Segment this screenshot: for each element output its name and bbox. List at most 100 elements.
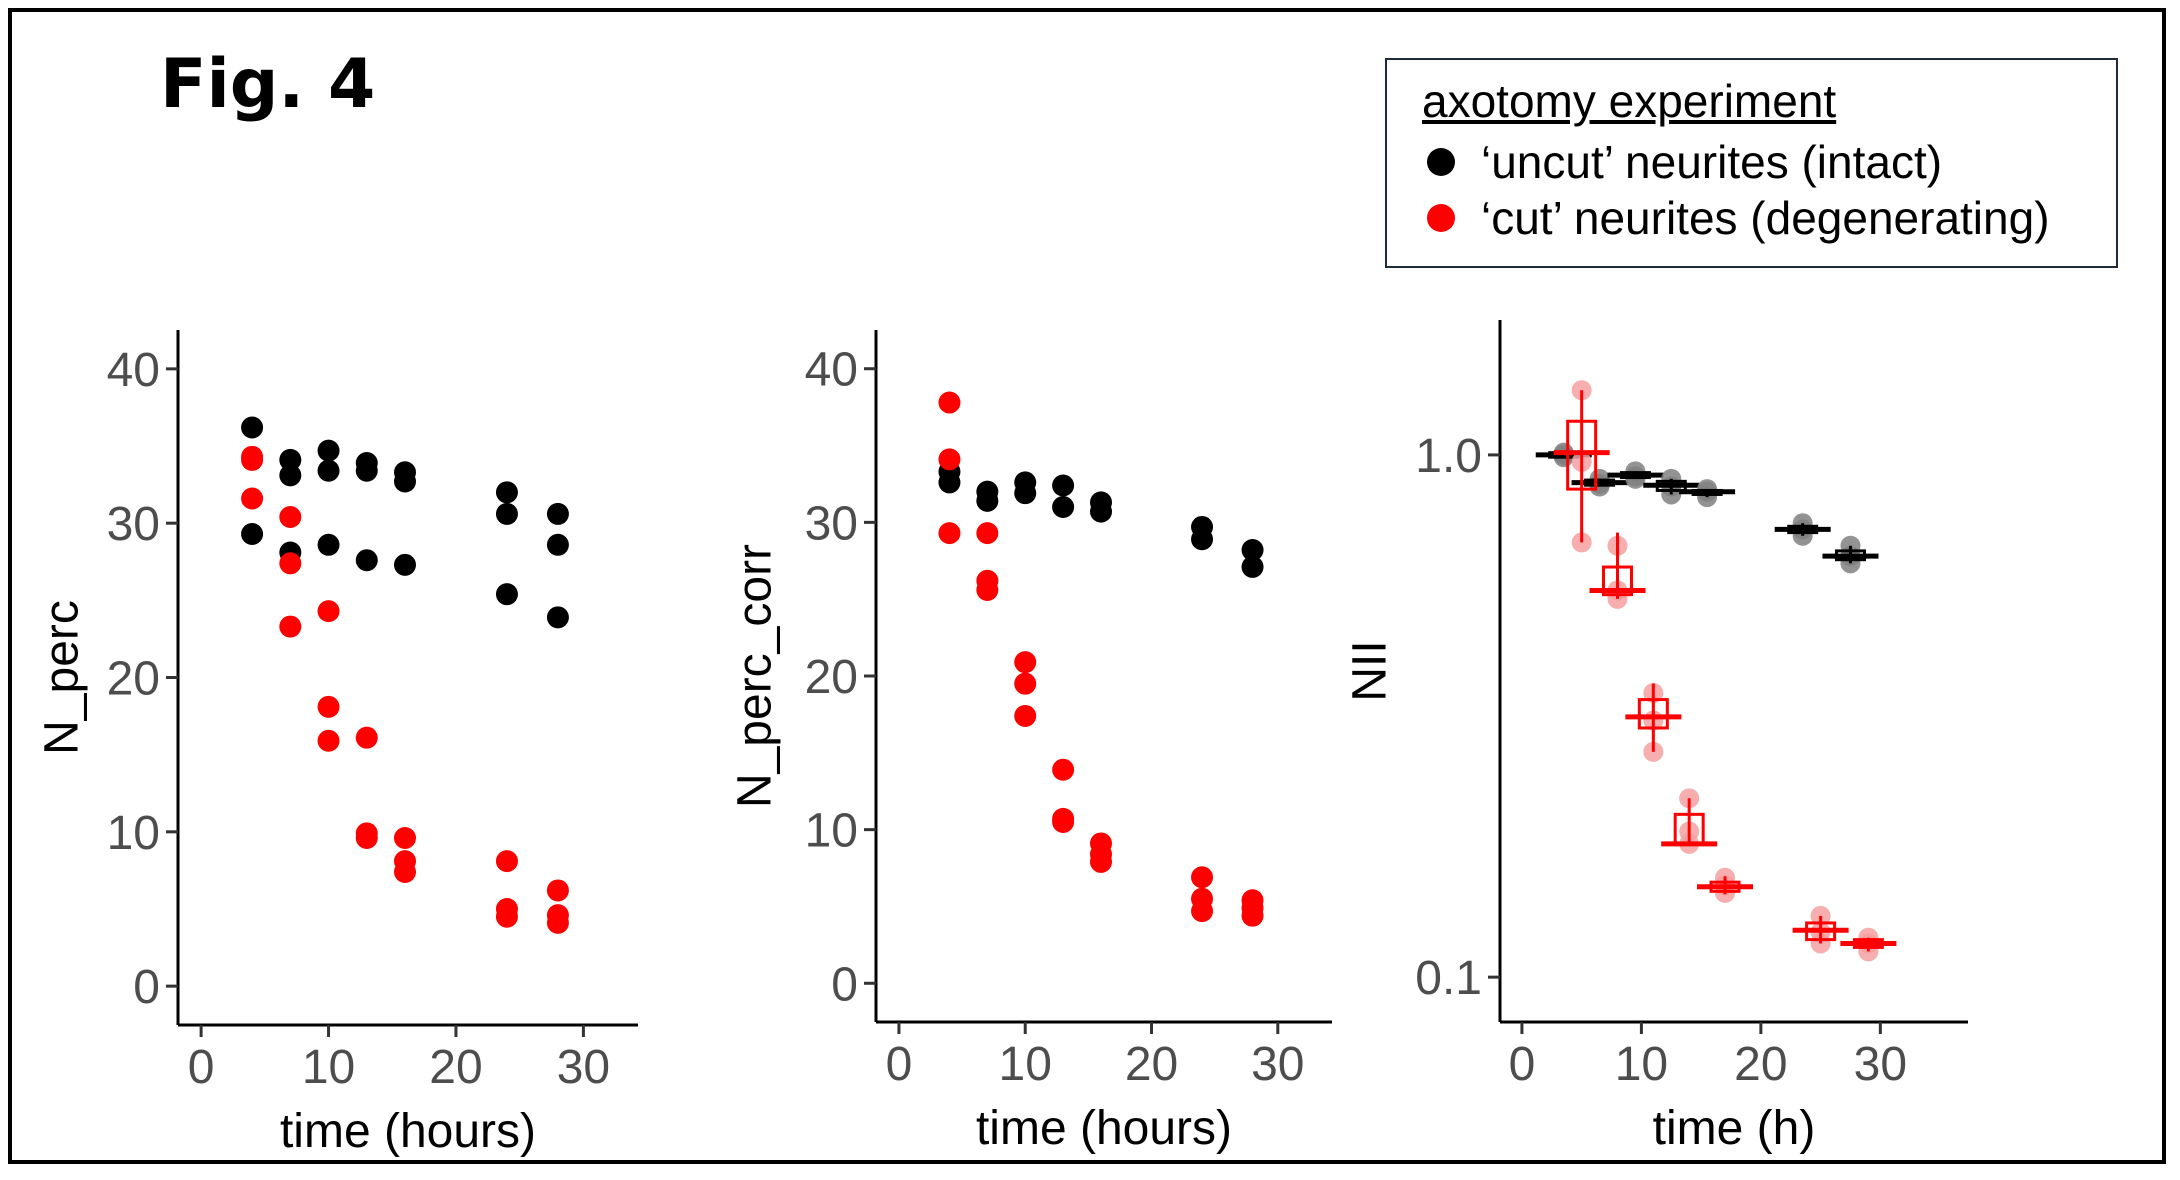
legend-label-uncut: ‘uncut’ neurites (intact) [1481,136,1943,188]
panel-3: 0 10 20 30 0.1 1.0 time (h) NII [1344,320,1968,1155]
data-point-series-1 [1090,500,1112,523]
x-axis-title: time (hours) [280,1105,536,1158]
legend-label-cut: ‘cut’ neurites (degenerating) [1481,192,2050,244]
y-tick-label: 30 [805,497,858,550]
data-point-series-1 [546,606,569,629]
data-point-series-1 [546,533,569,556]
y-axis-title: NII [1344,640,1397,701]
data-point-series-1 [355,459,378,482]
x-tick-label: 30 [557,1041,610,1094]
x-tick-label: 20 [1125,1038,1178,1091]
data-point-series-2 [279,615,302,638]
data-point-series-2 [279,506,302,529]
x-tick-label: 0 [1509,1038,1536,1091]
data-point-series-1 [317,439,340,462]
legend-item-uncut: ‘uncut’ neurites (intact) [1427,134,1942,190]
y-tick-label: 40 [805,344,858,397]
data-point-series-1 [546,502,569,525]
data-point-series-2 [1014,704,1037,727]
data-point-series-1 [1052,474,1075,497]
data-point-series-1 [317,533,340,556]
data-point-series-2 [495,905,518,928]
panel-1: 0 10 20 30 0 10 20 30 40 time (hours) N_perc [36,330,638,1158]
data-point-series-2 [1191,900,1214,923]
data-point-series-2 [1014,672,1037,695]
y-tick-label: 1.0 [1415,430,1482,483]
data-point-series-2 [1052,810,1075,833]
data-point-series-2 [938,448,961,471]
data-point-series-1 [1241,539,1264,562]
data-point-series-2 [1014,651,1037,674]
data-point-series-1 [317,459,340,482]
box [1566,419,1598,491]
y-tick-label: 10 [107,807,160,860]
data-point-series-2 [938,391,961,414]
data-point-series-1 [279,464,302,487]
data-point-series-2 [317,695,340,718]
legend-marker-uncut [1427,148,1455,176]
y-tick-label: 0.1 [1415,952,1482,1005]
data-point-series-2 [1090,850,1112,873]
data-point-series-1 [241,416,264,439]
y-tick-label: 40 [107,344,160,397]
data-point-series-1 [394,553,416,576]
data-point-series-2 [279,552,302,575]
y-axis-title: N_perc_corr [729,544,782,808]
data-point-series-2 [241,448,264,471]
data-point-series-1 [1014,482,1037,505]
y-tick-label: 0 [831,958,858,1011]
data-point-series-1 [976,489,999,512]
x-tick-label: 10 [1615,1038,1668,1091]
legend: axotomy experiment ‘uncut’ neurites (int… [1385,58,2118,268]
y-tick-label: 0 [133,961,160,1014]
x-tick-label: 20 [1734,1038,1787,1091]
x-tick-label: 10 [302,1041,355,1094]
data-point-series-2 [976,578,999,601]
x-tick-label: 0 [188,1041,215,1094]
data-point-series-2 [1191,866,1214,889]
data-point-series-2 [1241,904,1264,927]
data-point-series-1 [394,470,416,493]
data-point-series-2 [355,826,378,849]
data-point-series-2 [355,726,378,749]
x-tick-label: 0 [886,1038,913,1091]
x-tick-label: 20 [429,1041,482,1094]
data-point-series-2 [546,911,569,934]
data-point-series-2 [546,879,569,902]
data-point-series-2 [495,850,518,873]
y-tick-label: 20 [805,651,858,704]
data-point-series-2 [317,729,340,752]
data-point-series-2 [394,826,416,849]
data-point-series-2 [394,860,416,883]
data-point-series-2 [976,522,999,545]
figure-label: Fig. 4 [160,45,376,124]
data-point-series-2 [938,522,961,545]
data-point-series-1 [1052,496,1075,518]
data-point-series-1 [241,522,264,545]
data-point-series-1 [279,448,302,471]
box [1602,565,1633,597]
box [1637,698,1669,730]
data-point-series-1 [1241,555,1264,578]
data-point-series-2 [317,600,340,623]
data-point-series-1 [938,471,961,494]
x-tick-label: 30 [1854,1038,1907,1091]
data-point-series-1 [1191,528,1214,551]
x-axis-title: time (h) [1653,1102,1816,1155]
x-tick-label: 30 [1251,1038,1304,1091]
data-point-series-1 [355,549,378,572]
legend-marker-cut [1427,204,1455,232]
y-tick-label: 20 [107,653,160,706]
legend-title: axotomy experiment [1422,75,1837,127]
data-point-series-1 [495,481,518,504]
y-axis-title: N_perc [36,600,89,755]
x-axis-title: time (hours) [976,1102,1232,1155]
data-point-series-1 [495,583,518,606]
figure-frame [8,8,2166,1164]
legend-item-cut: ‘cut’ neurites (degenerating) [1427,190,2050,246]
data-point-series-2 [1052,758,1075,781]
y-tick-label: 10 [805,805,858,858]
data-point-series-1 [495,502,518,525]
panel-2: 0 10 20 30 0 10 20 30 40 time (hours) N_perc_corr [729,330,1332,1155]
